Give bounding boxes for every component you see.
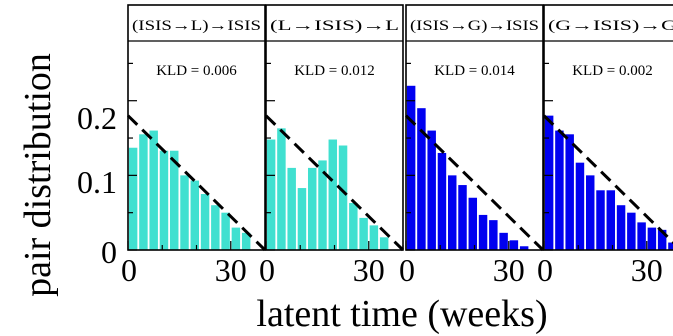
histogram-bar: [637, 222, 646, 250]
histogram-bar: [359, 217, 368, 250]
histogram-bar: [478, 214, 488, 250]
y-axis-label: pair distribution: [17, 53, 59, 297]
panel-title: (ISIS→G)→ISIS: [410, 18, 539, 34]
x-axis-label: latent time (weeks): [256, 293, 547, 335]
panel-title: (G→ISIS)→G: [548, 18, 673, 34]
x-tick-label: 0: [537, 252, 553, 288]
fit-line: [542, 114, 673, 245]
kld-annotation: KLD = 0.002: [572, 63, 653, 79]
histogram-bar: [586, 175, 595, 250]
histogram-bar: [266, 139, 276, 250]
histogram-bar: [519, 246, 529, 250]
histogram-bar: [190, 180, 200, 250]
histogram-bar: [338, 145, 348, 250]
x-tick-label: 0: [121, 252, 137, 288]
kld-annotation: KLD = 0.014: [434, 63, 515, 79]
histogram-bar: [328, 139, 338, 250]
chart-panel: 0 30 (L→ISIS)→L KLD = 0.012: [259, 4, 405, 288]
histogram-bar: [128, 147, 138, 250]
x-tick-label: 0: [259, 252, 275, 288]
histogram-bar: [657, 229, 667, 250]
histogram-bar: [211, 205, 220, 250]
x-tick-label: 30: [493, 252, 525, 288]
x-tick-label: 30: [353, 252, 385, 288]
chart-panel: 0 30 (ISIS→G)→ISIS KLD = 0.014: [399, 4, 545, 288]
histogram-bar: [417, 108, 426, 251]
histogram-bar: [318, 160, 327, 250]
x-tick-label: 0: [399, 252, 415, 288]
histogram-bar: [170, 150, 179, 250]
histogram-bar: [231, 227, 241, 250]
histogram-bar: [406, 85, 416, 250]
fit-line: [264, 114, 405, 252]
x-tick-label: 30: [631, 252, 663, 288]
histogram-bar: [616, 205, 626, 250]
histogram-bar: [458, 185, 467, 250]
histogram-bar: [575, 162, 585, 250]
x-tick-label: 30: [215, 252, 247, 288]
histogram-bar: [241, 232, 251, 250]
histogram-bar: [139, 134, 148, 250]
histogram-bar: [509, 240, 519, 250]
histogram-bar: [627, 212, 636, 250]
y-tick-label: 0: [101, 234, 117, 270]
histogram-bar: [379, 237, 389, 250]
panels-group: 0 30 (ISIS→L)→ISIS KLD = 0.006 0 30 (L→ISIS)→L…: [121, 4, 673, 288]
fit-line: [126, 114, 267, 252]
chart-panel: 0 30 (ISIS→L)→ISIS KLD = 0.006: [121, 4, 267, 288]
y-tick-label: 0.2: [77, 100, 117, 136]
histogram-bar: [596, 190, 605, 250]
histogram-bar: [297, 188, 307, 250]
histogram-bar: [180, 175, 189, 250]
histogram-bar: [448, 175, 457, 250]
histogram-bar: [647, 227, 657, 250]
histogram-bar: [369, 225, 379, 250]
y-tick-label: 0.1: [77, 164, 117, 200]
histogram-bar: [468, 197, 478, 250]
histogram-bar: [565, 134, 574, 250]
histogram-bar: [489, 220, 498, 250]
chart-panel: 0 30 (G→ISIS)→G KLD = 0.002: [537, 4, 673, 288]
histogram-bar: [499, 232, 508, 250]
histogram-bar: [668, 242, 673, 250]
kld-annotation: KLD = 0.012: [294, 63, 375, 79]
histogram-bar: [308, 167, 317, 250]
histogram-bar: [149, 130, 158, 250]
panel-title: (ISIS→L)→ISIS: [132, 18, 261, 34]
histogram-bar: [349, 202, 358, 250]
histogram-bar: [221, 212, 230, 250]
panel-title: (L→ISIS)→L: [270, 18, 399, 34]
histogram-bar: [544, 115, 554, 250]
kld-annotation: KLD = 0.006: [156, 63, 237, 79]
histogram-bar: [287, 167, 296, 250]
histogram-bar: [277, 128, 286, 250]
histogram-bar: [606, 190, 616, 250]
histogram-bar: [437, 152, 447, 250]
histogram-bar: [200, 194, 210, 250]
histogram-bar: [427, 130, 436, 250]
histogram-bar: [555, 130, 564, 250]
histogram-bar: [159, 150, 169, 250]
fit-line: [404, 114, 545, 252]
